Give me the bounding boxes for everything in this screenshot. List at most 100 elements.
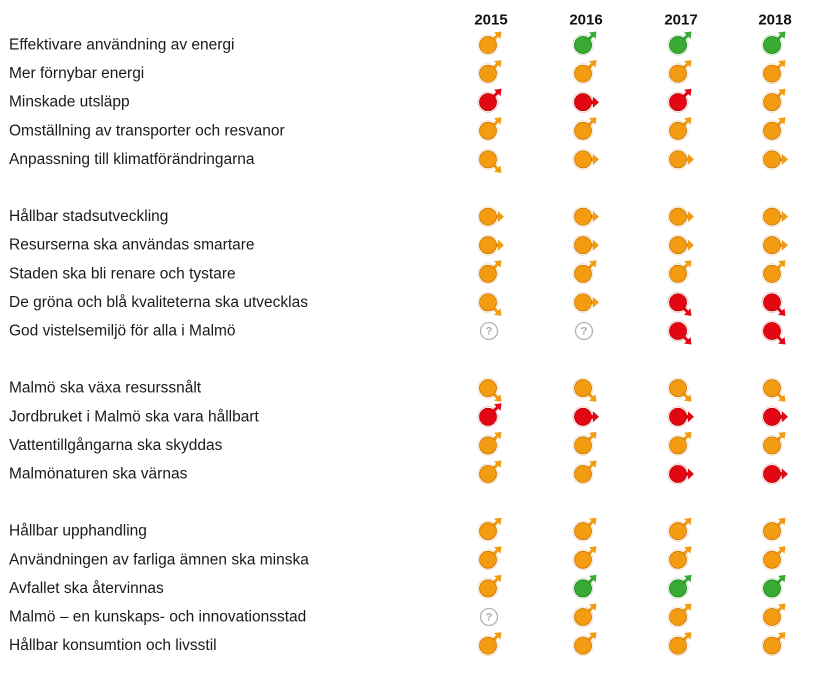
status-dot-icon (479, 64, 497, 83)
trend-arrow-up-icon (494, 117, 502, 125)
trend-arrow-right-icon (688, 239, 694, 251)
row-label: Hållbar upphandling (9, 523, 147, 540)
status-mark-2017 (667, 148, 694, 170)
status-dot-icon (763, 207, 781, 226)
status-dot-icon (669, 636, 687, 655)
status-dot-icon (479, 264, 497, 283)
status-mark-2015 (477, 60, 502, 85)
status-dot-icon (479, 379, 497, 398)
status-dot-ring (477, 206, 499, 228)
trend-arrow-up-icon (684, 88, 692, 97)
status-dot-ring (477, 263, 499, 285)
trend-arrow-up-icon (494, 60, 502, 68)
trend-arrow-up-icon (778, 546, 786, 554)
question-mark: ? (581, 326, 588, 338)
status-mark-2018 (761, 377, 786, 402)
status-mark-2016 (572, 460, 597, 485)
trend-arrow-down-icon (684, 394, 692, 402)
status-dot-icon (669, 465, 687, 483)
status-mark-2017 (667, 260, 692, 285)
status-dot-icon (669, 436, 687, 455)
status-dot-icon (763, 379, 781, 398)
status-dot-ring (667, 635, 689, 657)
status-dot-ring (572, 120, 594, 142)
status-dot-ring (572, 520, 594, 542)
status-dot-icon (763, 150, 781, 169)
status-dot-icon (763, 93, 781, 112)
status-mark-2016 (572, 91, 599, 113)
status-dot-icon (763, 64, 781, 83)
trend-arrow-up-icon (684, 574, 692, 583)
trend-arrow-up-icon (494, 632, 502, 640)
status-mark-2018 (761, 517, 786, 542)
trend-arrow-right-icon (593, 211, 599, 223)
row-label: Staden ska bli renare och tystare (9, 265, 236, 282)
status-mark-2017 (667, 31, 692, 56)
status-mark-2015 (477, 148, 502, 173)
trend-arrow-right-icon (688, 411, 694, 423)
status-dot-ring (572, 377, 594, 399)
status-dot-ring (477, 91, 499, 113)
status-dot-ring (572, 578, 594, 599)
status-mark-2016 (572, 148, 599, 170)
status-dot-ring (761, 234, 783, 256)
status-mark-2015 (477, 403, 502, 428)
trend-arrow-up-icon (684, 517, 692, 526)
trend-arrow-up-icon (684, 31, 692, 39)
trend-arrow-up-icon (589, 603, 597, 611)
status-dot-ring (572, 406, 594, 428)
status-dot-icon (669, 579, 687, 598)
status-mark-2015: ? (479, 607, 499, 627)
trend-arrow-up-icon (494, 403, 502, 411)
trend-arrow-up-icon (589, 460, 597, 468)
status-dot-icon (479, 436, 497, 455)
status-mark-2018 (761, 88, 786, 113)
year-2017: 2017 (664, 12, 697, 29)
status-mark-2015 (477, 31, 502, 56)
trend-arrow-up-icon (589, 117, 597, 125)
status-dot-icon (574, 379, 592, 398)
status-dot-ring (761, 148, 783, 170)
status-dot-icon (669, 207, 687, 226)
status-mark-2015 (477, 234, 504, 256)
status-dot-icon (763, 465, 781, 483)
trend-arrow-down-icon (494, 394, 502, 402)
status-dot-icon (669, 550, 687, 569)
trend-arrow-up-icon (684, 260, 692, 268)
status-dot-icon (479, 465, 497, 483)
status-dot-ring (477, 578, 499, 599)
status-mark-2017 (667, 517, 692, 542)
status-mark-2016: ? (574, 321, 594, 341)
status-dot-ring (667, 520, 689, 542)
trend-arrow-right-icon (688, 211, 694, 223)
status-dot-icon (669, 608, 687, 626)
status-mark-2018 (761, 574, 786, 599)
status-mark-2015 (477, 517, 502, 542)
row-label: Avfallet ska återvinnas (9, 580, 164, 597)
trend-arrow-right-icon (688, 153, 694, 165)
status-dot-ring (667, 578, 689, 599)
status-dot-ring (761, 63, 783, 85)
status-dot-ring (477, 520, 499, 542)
status-dot-ring (761, 549, 783, 571)
status-mark-2016 (572, 60, 597, 85)
trend-arrow-right-icon (782, 211, 788, 223)
status-mark-2016 (572, 377, 597, 402)
status-dot-icon (669, 93, 687, 112)
status-dot-ring (761, 91, 783, 113)
status-dot-ring (477, 34, 499, 56)
trend-arrow-up-icon (778, 117, 786, 125)
status-mark-2017 (667, 206, 694, 228)
status-dot-icon (574, 93, 592, 112)
status-mark-2015: ? (479, 321, 499, 341)
status-dot-ring (477, 463, 499, 485)
trend-arrow-right-icon (593, 296, 599, 308)
trend-arrow-right-icon (593, 239, 599, 251)
row-label: Anpassning till klimatförändringarna (9, 151, 255, 168)
status-dot-ring (572, 549, 594, 571)
status-dot-ring (572, 34, 594, 56)
row-label: Omställning av transporter och resvanor (9, 122, 285, 139)
row-label: Minskade utsläpp (9, 94, 130, 111)
status-dot-ring (477, 120, 499, 142)
